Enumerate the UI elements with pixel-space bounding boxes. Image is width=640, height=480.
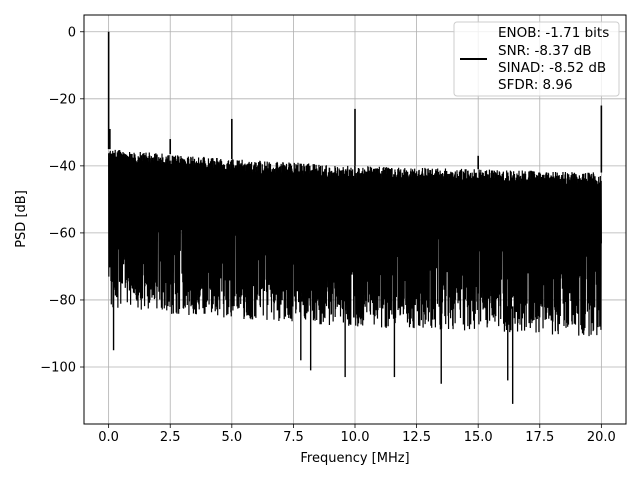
y-axis-ticks: 0 −20 −40 −60 −80 −100: [40, 25, 84, 376]
legend-entry-snr: SNR: -8.37 dB: [498, 43, 592, 59]
y-tick-label: −20: [49, 92, 76, 107]
x-tick-label: 2.5: [160, 430, 181, 445]
legend-entry-enob: ENOB: -1.71 bits: [498, 25, 609, 41]
y-axis-label: PSD [dB]: [14, 190, 29, 248]
psd-series: [107, 31, 603, 404]
y-tick-label: −40: [49, 159, 76, 174]
legend: ENOB: -1.71 bits SNR: -8.37 dB SINAD: -8…: [453, 21, 620, 97]
x-tick-label: 5.0: [221, 430, 242, 445]
x-tick-label: 7.5: [283, 430, 304, 445]
y-tick-label: −60: [49, 226, 76, 241]
y-tick-label: 0: [68, 25, 76, 40]
x-axis-ticks: 0.0 2.5 5.0 7.5 10.0 12.5 15.0 17.5 20.0: [98, 424, 616, 445]
x-axis-label: Frequency [MHz]: [300, 451, 409, 466]
legend-entry-sfdr: SFDR: 8.96: [498, 77, 573, 93]
legend-entry-sinad: SINAD: -8.52 dB: [498, 60, 606, 76]
psd-trace: [108, 149, 602, 337]
x-tick-label: 0.0: [98, 430, 119, 445]
x-tick-label: 12.5: [402, 430, 431, 445]
legend-box: [453, 21, 620, 97]
x-tick-label: 10.0: [341, 430, 370, 445]
x-tick-label: 17.5: [525, 430, 554, 445]
y-tick-label: −80: [49, 293, 76, 308]
x-tick-label: 15.0: [464, 430, 493, 445]
y-tick-label: −100: [40, 361, 76, 376]
x-tick-label: 20.0: [587, 430, 616, 445]
